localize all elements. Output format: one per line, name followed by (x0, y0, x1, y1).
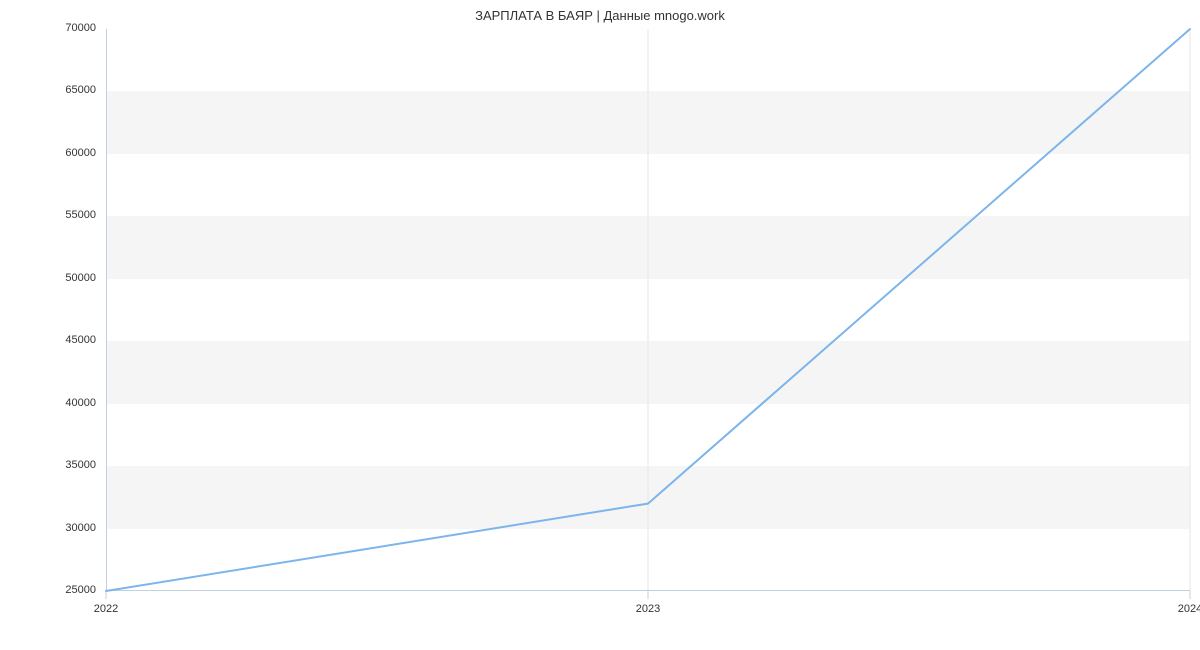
y-axis-label: 70000 (0, 22, 96, 34)
y-axis-label: 65000 (0, 84, 96, 96)
y-axis-label: 40000 (0, 397, 96, 409)
x-axis-label: 2022 (94, 603, 118, 615)
x-axis-label: 2023 (636, 603, 660, 615)
y-axis-label: 25000 (0, 584, 96, 596)
y-axis-label: 45000 (0, 334, 96, 346)
x-axis-label: 2024 (1178, 603, 1200, 615)
y-axis-label: 60000 (0, 147, 96, 159)
y-axis-label: 30000 (0, 522, 96, 534)
y-axis-label: 55000 (0, 209, 96, 221)
chart-title: ЗАРПЛАТА В БАЯР | Данные mnogo.work (0, 8, 1200, 23)
salary-chart: ЗАРПЛАТА В БАЯР | Данные mnogo.work 2500… (0, 0, 1200, 650)
y-axis-label: 35000 (0, 459, 96, 471)
y-axis-label: 50000 (0, 272, 96, 284)
chart-svg (106, 29, 1190, 601)
plot-area (106, 29, 1190, 591)
